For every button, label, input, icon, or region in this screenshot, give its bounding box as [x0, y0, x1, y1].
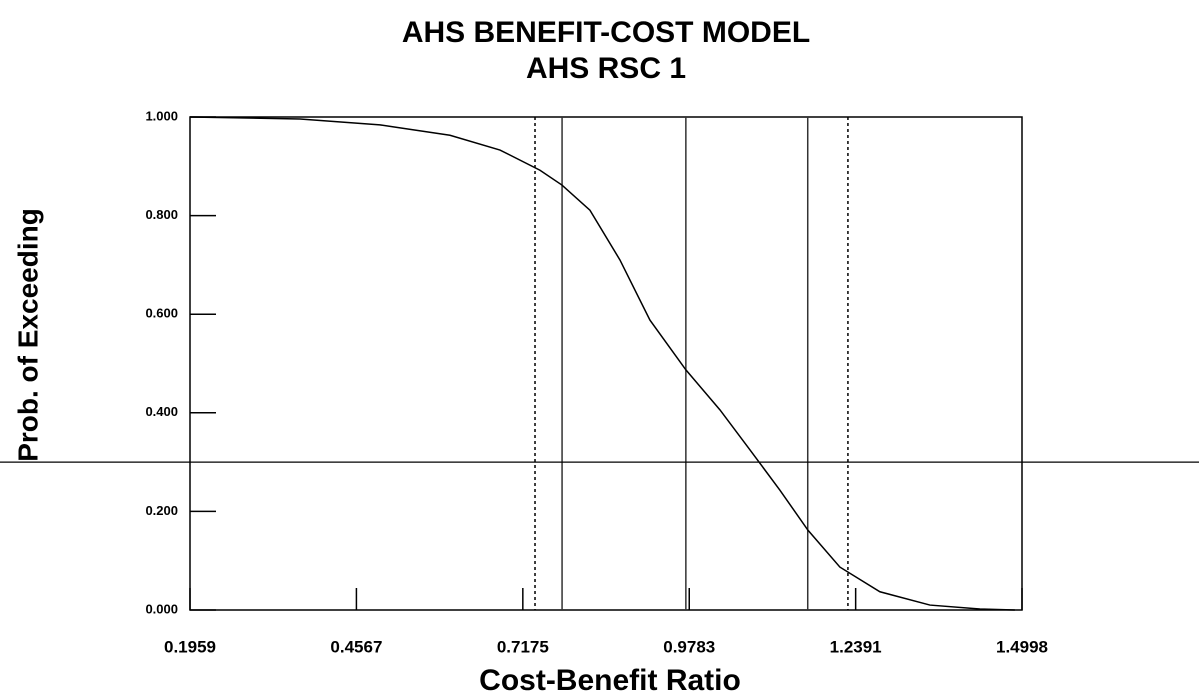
- y-tick-label: 1.000: [145, 108, 178, 123]
- plot-frame: [189, 116, 1023, 611]
- y-tick-label: 0.200: [145, 503, 178, 518]
- y-tick-label: 0.000: [145, 601, 178, 616]
- y-tick-label: 0.400: [145, 404, 178, 419]
- x-tick-label: 0.7175: [497, 637, 549, 656]
- x-tick-label: 0.1959: [164, 637, 216, 656]
- y-tick-label: 0.600: [145, 306, 178, 321]
- x-axis-label: Cost-Benefit Ratio: [479, 664, 741, 697]
- chart-title: AHS BENEFIT-COST MODEL: [402, 16, 810, 49]
- x-tick-label: 0.4567: [330, 637, 382, 656]
- x-tick-label: 0.9783: [663, 637, 715, 656]
- x-tick-label: 1.4998: [996, 637, 1048, 656]
- y-tick-label: 0.800: [145, 207, 178, 222]
- x-tick-label: 1.2391: [830, 637, 882, 656]
- data-line: [189, 116, 1015, 611]
- y-axis-label: Prob. of Exceeding: [12, 208, 43, 462]
- chart-subtitle: AHS RSC 1: [526, 52, 686, 85]
